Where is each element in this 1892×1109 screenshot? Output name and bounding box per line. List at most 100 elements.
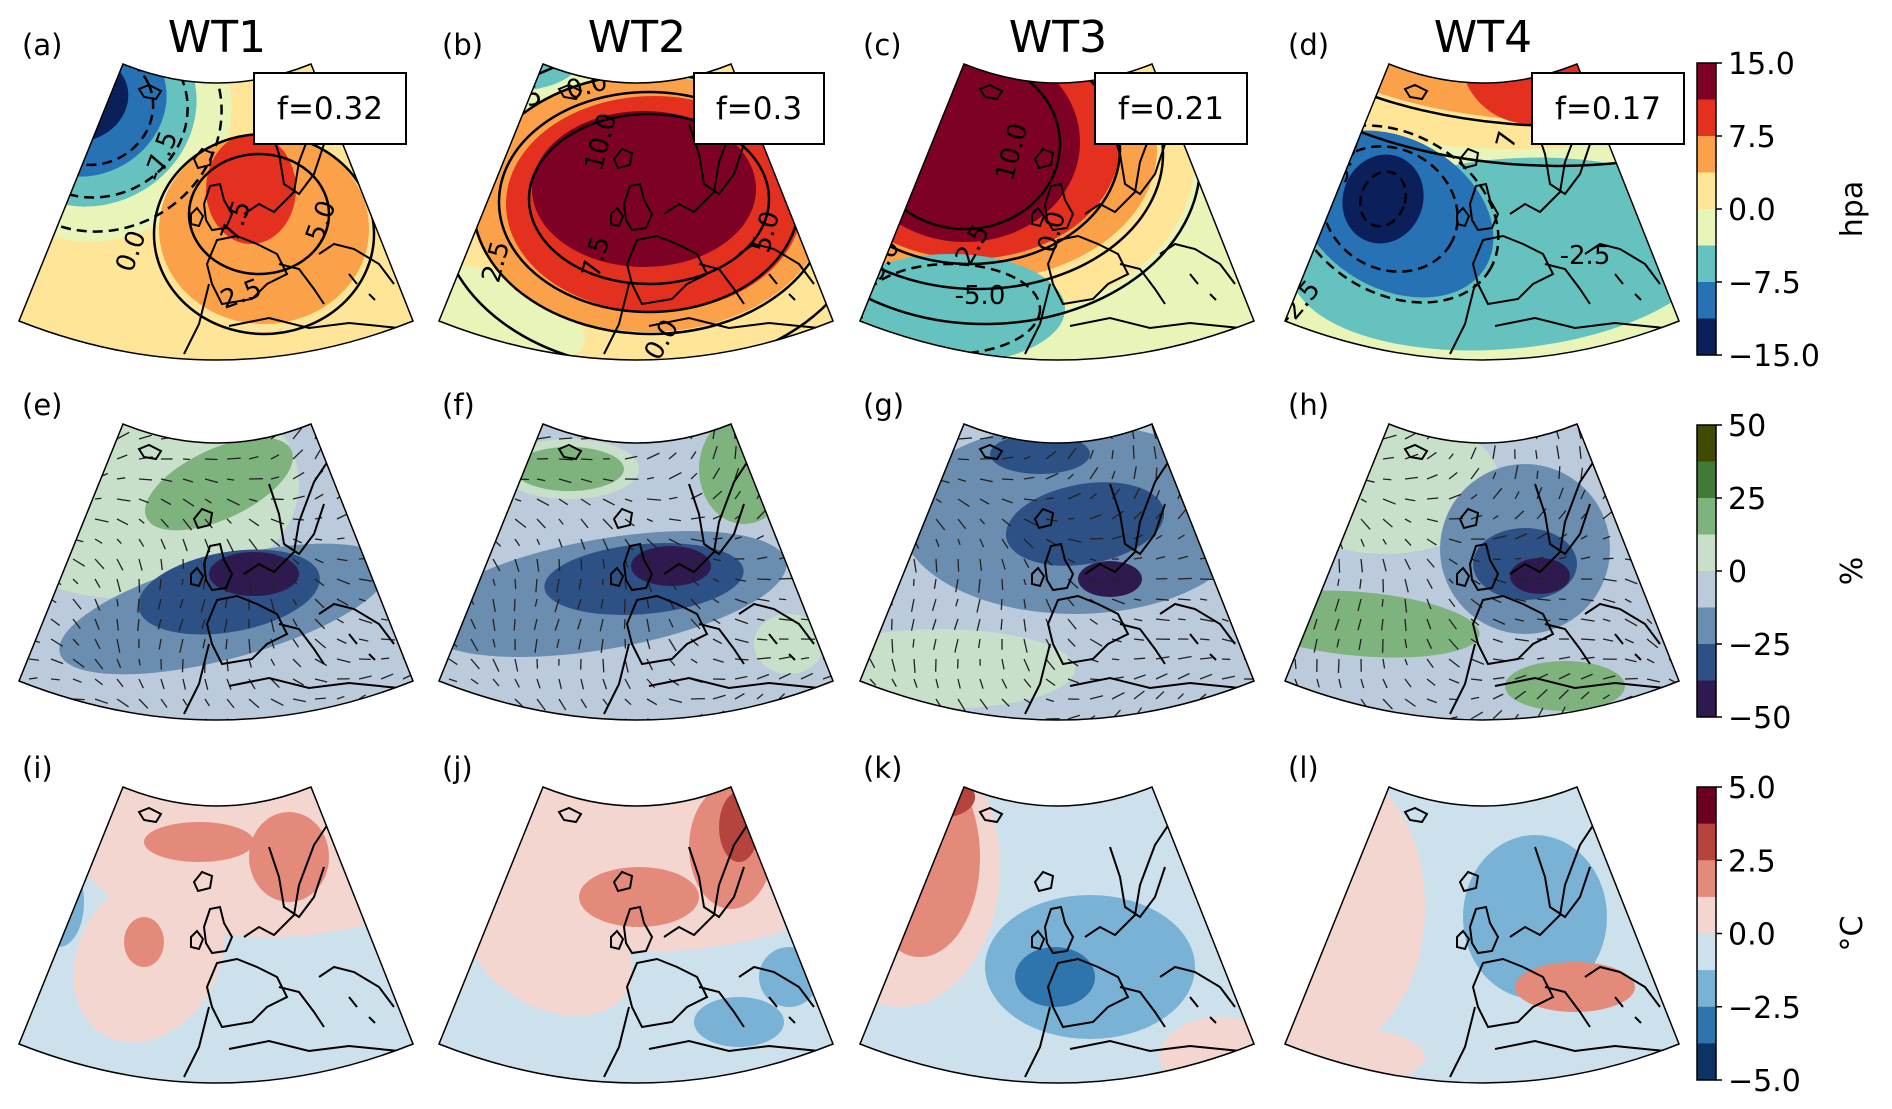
column-title-wt1: WT1 bbox=[168, 12, 266, 63]
wind-arrow bbox=[536, 478, 546, 482]
wind-arrow bbox=[448, 618, 458, 630]
wind-arrow bbox=[1360, 718, 1368, 720]
wind-arrow bbox=[957, 498, 970, 507]
anomaly-region bbox=[915, 787, 975, 817]
wind-arrow bbox=[157, 618, 162, 630]
wind-arrow bbox=[378, 431, 382, 440]
wind-arrow bbox=[1045, 678, 1056, 687]
wind-arrow bbox=[292, 638, 300, 648]
wind-arrow bbox=[1089, 514, 1102, 520]
wind-arrow bbox=[1177, 508, 1187, 520]
wind-arrow bbox=[1382, 558, 1387, 572]
wind-arrow bbox=[402, 488, 408, 500]
wind-arrow bbox=[690, 598, 701, 610]
wind-arrow bbox=[1602, 578, 1617, 582]
anomaly-region bbox=[532, 111, 756, 267]
wind-arrow bbox=[1243, 491, 1253, 500]
wind-arrow bbox=[179, 598, 184, 609]
wind-arrow bbox=[910, 618, 915, 631]
wind-arrow bbox=[935, 538, 940, 548]
wind-arrow bbox=[1338, 678, 1342, 689]
wind-arrow bbox=[72, 448, 82, 460]
map-field bbox=[19, 424, 413, 720]
wind-arrow bbox=[957, 478, 967, 482]
wind-arrow bbox=[1314, 578, 1318, 591]
map-field bbox=[1285, 424, 1679, 720]
wind-arrow bbox=[1045, 497, 1054, 500]
wind-arrow bbox=[1448, 472, 1458, 480]
wind-arrow bbox=[756, 534, 765, 540]
wind-arrow bbox=[226, 698, 235, 709]
wind-arrow bbox=[778, 618, 793, 622]
wind-arrow bbox=[1199, 618, 1214, 623]
wind-arrow bbox=[492, 453, 506, 460]
wind-arrow bbox=[204, 678, 209, 690]
wind-arrow bbox=[292, 578, 298, 585]
anomaly-region bbox=[439, 265, 585, 360]
wind-arrow bbox=[1646, 558, 1659, 565]
wind-arrow bbox=[448, 678, 458, 683]
wind-arrow bbox=[1294, 436, 1303, 440]
coastline bbox=[1403, 83, 1666, 355]
wind-arrow bbox=[50, 638, 64, 647]
wind-arrow bbox=[1668, 495, 1679, 500]
wind-arrow bbox=[734, 536, 742, 540]
wind-arrow bbox=[690, 658, 698, 664]
map-panel-k: (k) bbox=[859, 751, 1255, 1084]
anomaly-region bbox=[1285, 1027, 1425, 1083]
wind-arrow bbox=[800, 532, 812, 540]
wind-arrow bbox=[314, 638, 327, 649]
wind-arrow bbox=[72, 558, 86, 567]
wind-arrow bbox=[402, 531, 413, 540]
wind-arrow bbox=[1624, 536, 1636, 540]
wind-arrow bbox=[116, 618, 119, 631]
wind-arrow bbox=[1045, 434, 1051, 440]
wind-arrow bbox=[1177, 577, 1192, 580]
wind-arrow bbox=[1624, 638, 1634, 644]
wind-arrow bbox=[204, 498, 212, 504]
wind-arrow bbox=[1580, 618, 1595, 622]
wind-arrow bbox=[1133, 657, 1146, 660]
wind-arrow bbox=[1089, 449, 1095, 460]
wind-arrow bbox=[931, 618, 937, 631]
wind-arrow bbox=[953, 618, 959, 631]
wind-arrow bbox=[358, 707, 369, 720]
column-title-wt2: WT2 bbox=[588, 12, 686, 63]
colorbar-tick-label: −15.0 bbox=[1728, 339, 1820, 374]
wind-arrow bbox=[1602, 694, 1610, 700]
wind-arrow bbox=[1404, 498, 1416, 502]
wind-arrow bbox=[1221, 598, 1236, 604]
wind-arrow bbox=[1646, 516, 1657, 520]
colorbar-tick-label: 0.0 bbox=[1728, 193, 1776, 228]
wind-arrow bbox=[200, 598, 206, 613]
wind-arrow bbox=[1514, 465, 1519, 480]
map-boundary bbox=[438, 786, 834, 1084]
wind-arrow bbox=[1294, 498, 1307, 505]
wind-arrow bbox=[514, 538, 521, 547]
colorbar-bin bbox=[1697, 787, 1716, 825]
wind-arrow bbox=[979, 538, 985, 548]
wind-arrow bbox=[1294, 478, 1306, 482]
wind-arrow bbox=[1199, 693, 1207, 700]
wind-arrow bbox=[734, 446, 737, 460]
wind-arrow bbox=[1624, 658, 1637, 663]
wind-arrow bbox=[336, 598, 349, 606]
wind-arrow bbox=[28, 713, 35, 720]
wind-arrow bbox=[1023, 518, 1037, 526]
wind-arrow bbox=[72, 678, 82, 683]
wind-arrow bbox=[223, 618, 228, 632]
wind-arrow bbox=[72, 618, 81, 629]
wind-arrow bbox=[646, 558, 652, 566]
wind-arrow bbox=[116, 718, 129, 720]
wind-arrow bbox=[1133, 690, 1145, 700]
wind-arrow bbox=[1580, 535, 1588, 540]
wind-arrow bbox=[1001, 718, 1012, 720]
wind-arrow bbox=[1602, 510, 1614, 520]
wind-arrow bbox=[1338, 478, 1347, 482]
wind-arrow bbox=[778, 577, 793, 580]
wind-arrow bbox=[891, 638, 894, 653]
wind-arrow bbox=[1045, 658, 1056, 671]
map-field bbox=[860, 424, 1254, 720]
wind-arrow bbox=[1338, 498, 1351, 508]
